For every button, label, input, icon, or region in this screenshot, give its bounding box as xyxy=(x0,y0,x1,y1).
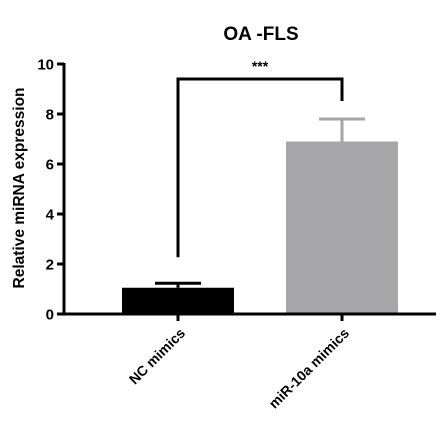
chart-title: OA -FLS xyxy=(223,24,298,45)
significance-label: *** xyxy=(252,58,269,74)
y-tick-label-4: 4 xyxy=(46,207,55,224)
y-tick-label-2: 2 xyxy=(46,257,54,274)
bar-1 xyxy=(122,287,234,314)
x-tick-label-2: miR-10a mimics xyxy=(265,325,352,412)
y-tick-label-0: 0 xyxy=(46,307,54,324)
x-tick-label-1: NC mimics xyxy=(126,325,189,388)
significance-bracket xyxy=(176,77,344,258)
y-tick-label-8: 8 xyxy=(46,107,54,124)
plot-area: 0 2 4 6 8 10 NC mimics miR-10a mimics *** xyxy=(37,57,436,412)
y-tick-label-10: 10 xyxy=(37,57,54,74)
bar-2 xyxy=(286,141,398,314)
y-axis-label: Relative miRNA expression xyxy=(11,87,28,288)
y-tick-label-6: 6 xyxy=(46,157,54,174)
